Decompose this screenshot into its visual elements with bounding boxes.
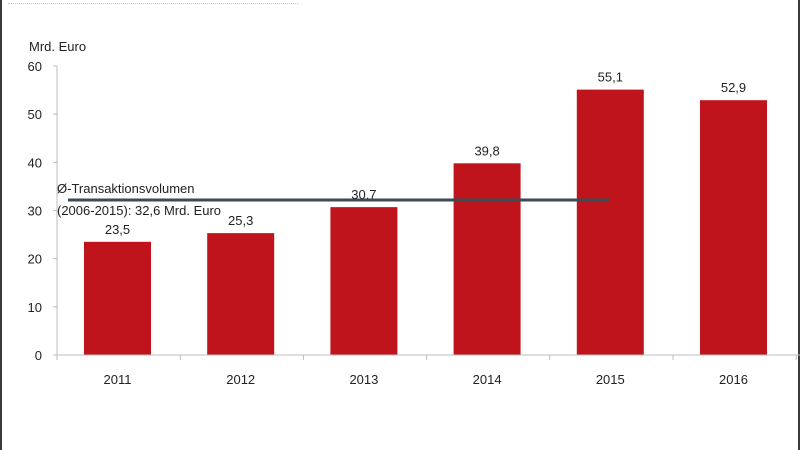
average-label-line1: Ø-Transaktionsvolumen: [57, 181, 195, 196]
cropped-title: [8, 0, 298, 4]
bar-2014: [453, 163, 521, 355]
y-tick-label: 10: [28, 300, 42, 315]
value-label-2011: 23,5: [105, 222, 130, 237]
bar-2016: [700, 100, 767, 355]
bar-2015: [576, 89, 644, 355]
y-tick-label: 40: [28, 155, 42, 170]
x-tick-label: 2014: [473, 372, 502, 387]
x-tick-label: 2015: [596, 372, 625, 387]
value-label-2014: 39,8: [474, 143, 499, 158]
average-label-line2: (2006-2015): 32,6 Mrd. Euro: [57, 203, 221, 218]
bar-2013: [330, 207, 398, 355]
x-tick-label: 2013: [349, 372, 378, 387]
bar-2011: [84, 241, 151, 355]
value-label-2013: 30,7: [351, 187, 376, 202]
x-tick-label: 2016: [719, 372, 748, 387]
value-label-2015: 55,1: [598, 70, 623, 85]
y-axis-unit-label: Mrd. Euro: [29, 39, 87, 54]
bar-2012: [207, 233, 275, 355]
value-label-2016: 52,9: [721, 80, 746, 95]
x-tick-label: 2012: [226, 372, 255, 387]
y-tick-label: 30: [28, 204, 42, 219]
y-tick-label: 0: [35, 348, 42, 363]
frame-border-right: [798, 0, 800, 450]
y-tick-label: 20: [28, 252, 42, 267]
frame-border-left: [0, 0, 2, 450]
x-tick-label: 2011: [104, 372, 132, 387]
y-tick-label: 60: [28, 59, 42, 74]
y-tick-label: 50: [28, 107, 42, 122]
value-label-2012: 25,3: [228, 213, 253, 228]
